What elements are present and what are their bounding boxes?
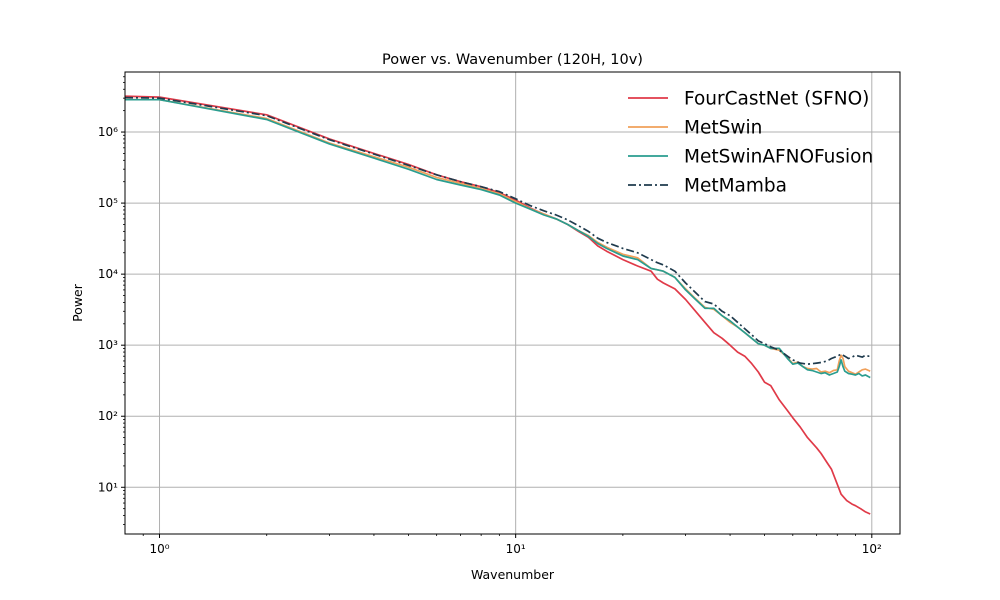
y-tick-label: 10⁴ [98, 267, 118, 281]
ticks: 10⁰ 10¹ 10² 10¹ 10² 10³ 10⁴ 10⁵ 10⁶ [98, 76, 882, 556]
legend-label: FourCastNet (SFNO) [684, 89, 869, 110]
legend-label: MetMamba [684, 176, 787, 197]
y-tick-label: 10² [98, 409, 118, 423]
series-lines [124, 95, 871, 515]
series-line-metswinafnofusion [125, 98, 871, 379]
x-tick-label: 10¹ [506, 542, 526, 556]
grid [125, 72, 900, 534]
y-tick-label: 10⁶ [98, 125, 118, 139]
legend: FourCastNet (SFNO) MetSwin MetSwinAFNOFusi… [628, 89, 873, 197]
y-tick-label: 10¹ [98, 480, 118, 494]
y-tick-label: 10³ [98, 338, 118, 352]
y-axis-label: Power [70, 283, 85, 322]
legend-label: MetSwinAFNOFusion [684, 147, 873, 168]
series-line-fourcastnet-sfno [124, 95, 871, 515]
plot-frame [124, 71, 901, 535]
x-tick-label: 10² [862, 542, 882, 556]
series-line-metmamba [124, 96, 871, 366]
chart-title: Power vs. Wavenumber (120H, 10v) [382, 52, 643, 68]
x-axis-label: Wavenumber [471, 567, 555, 582]
legend-label: MetSwin [684, 118, 762, 139]
x-tick-label: 10⁰ [149, 542, 169, 556]
y-tick-label: 10⁵ [98, 196, 118, 210]
